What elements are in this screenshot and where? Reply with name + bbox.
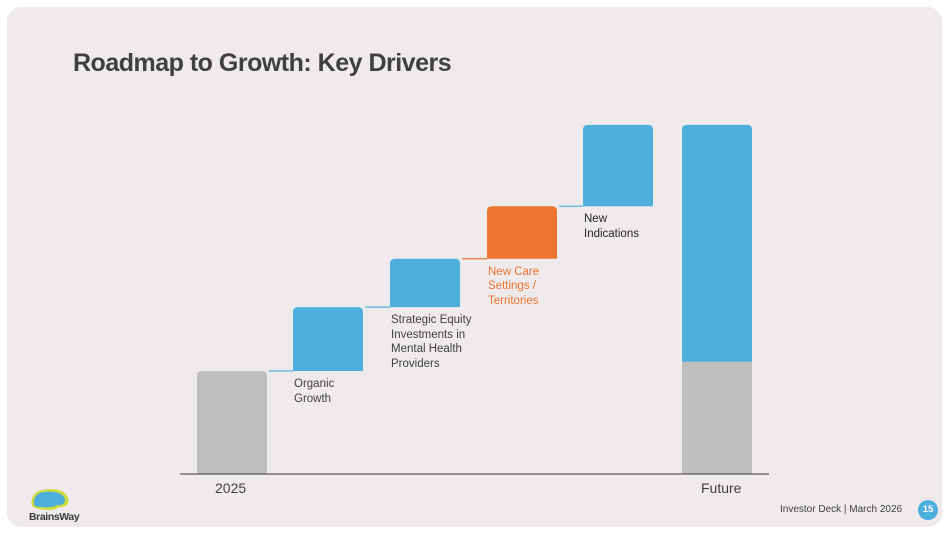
brain-logo-icon xyxy=(31,489,69,510)
waterfall-chart xyxy=(180,124,769,475)
x-tick-label-5: Future xyxy=(701,480,742,496)
slide: Roadmap to Growth: Key Drivers Organic G… xyxy=(7,7,942,527)
step-label-4: New Indications xyxy=(584,213,639,240)
bar-step-4 xyxy=(583,124,653,207)
brand-logo: BrainsWay xyxy=(29,487,85,527)
page-number: 15 xyxy=(918,500,938,520)
footer-text: Investor Deck | March 2026 xyxy=(780,504,903,515)
logo-text: BrainsWay xyxy=(29,511,80,523)
bar-step-3 xyxy=(487,206,557,259)
bar-2025 xyxy=(197,371,267,474)
bar-step-1 xyxy=(293,307,363,371)
step-label-2: Strategic Equity Investments in Mental H… xyxy=(391,314,472,370)
step-label-1: Organic Growth xyxy=(294,378,335,405)
step-label-3: New Care Settings / Territories xyxy=(488,265,540,307)
bar-future-growth xyxy=(682,124,752,362)
bar-future-base xyxy=(682,361,752,474)
x-tick-label-0: 2025 xyxy=(215,480,247,496)
bar-step-2 xyxy=(390,258,460,308)
page-title: Roadmap to Growth: Key Drivers xyxy=(73,49,452,77)
